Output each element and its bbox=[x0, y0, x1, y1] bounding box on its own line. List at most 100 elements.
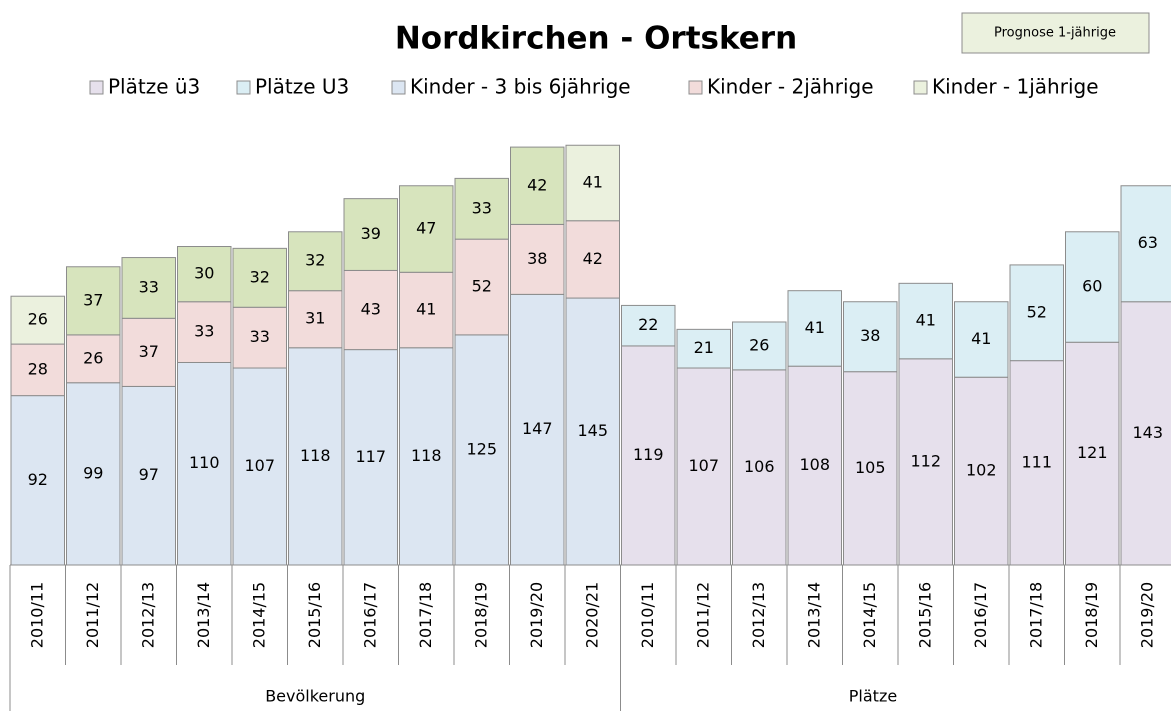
bar-segment bbox=[288, 231, 343, 292]
x-tick-label: 2019/20 bbox=[1137, 582, 1156, 648]
value-label: 118 bbox=[411, 446, 442, 465]
legend-label: Plätze ü3 bbox=[108, 75, 200, 99]
bar-segment bbox=[121, 257, 176, 319]
bar-segment bbox=[343, 269, 398, 351]
x-tick-label: 2013/14 bbox=[194, 582, 213, 648]
bar-segment bbox=[177, 246, 232, 303]
value-label: 147 bbox=[522, 419, 553, 438]
bar-segment bbox=[787, 290, 842, 367]
legend-swatch bbox=[236, 80, 251, 95]
value-label: 111 bbox=[1021, 452, 1052, 471]
value-label: 41 bbox=[416, 300, 436, 319]
value-label: 33 bbox=[472, 198, 492, 217]
bar-segment bbox=[121, 317, 176, 387]
x-tick-label: 2013/14 bbox=[804, 582, 823, 648]
bar-segment bbox=[399, 185, 454, 273]
bar-segment bbox=[66, 382, 121, 566]
value-label: 42 bbox=[583, 249, 603, 268]
bar-segment bbox=[454, 334, 509, 566]
x-tick-label: 2019/20 bbox=[527, 582, 546, 648]
x-tick-label: 2012/13 bbox=[749, 582, 768, 648]
value-label: 31 bbox=[305, 309, 325, 328]
value-label: 41 bbox=[971, 329, 991, 348]
x-tick-label: 2016/17 bbox=[971, 582, 990, 648]
value-label: 119 bbox=[633, 445, 664, 464]
bar-segment bbox=[510, 223, 565, 295]
bar-segment bbox=[954, 301, 1009, 378]
bar-segment bbox=[732, 321, 787, 371]
bar-segment bbox=[343, 198, 398, 271]
value-label: 52 bbox=[472, 277, 492, 296]
bar-segment bbox=[177, 361, 232, 566]
value-label: 145 bbox=[577, 421, 608, 440]
group-label: Plätze bbox=[849, 687, 897, 706]
value-label: 38 bbox=[527, 249, 547, 268]
value-label: 32 bbox=[305, 251, 325, 270]
bar-segment bbox=[565, 144, 620, 222]
x-tick-label: 2016/17 bbox=[360, 582, 379, 648]
value-label: 42 bbox=[527, 175, 547, 194]
bar-segment bbox=[1120, 185, 1171, 303]
value-label: 41 bbox=[805, 318, 825, 337]
annotation-box bbox=[961, 12, 1150, 54]
x-tick-label: 2012/13 bbox=[138, 582, 157, 648]
value-label: 108 bbox=[799, 455, 830, 474]
value-label: 43 bbox=[361, 300, 381, 319]
value-label: 125 bbox=[466, 439, 497, 458]
x-tick-label: 2018/19 bbox=[1082, 582, 1101, 648]
value-label: 41 bbox=[916, 311, 936, 330]
legend-swatch bbox=[688, 80, 703, 95]
value-label: 112 bbox=[910, 451, 941, 470]
legend-swatch bbox=[391, 80, 406, 95]
value-label: 118 bbox=[300, 446, 331, 465]
bar-segment bbox=[121, 385, 176, 566]
value-label: 107 bbox=[688, 456, 719, 475]
x-tick-label: 2020/21 bbox=[582, 582, 601, 648]
value-label: 41 bbox=[583, 172, 603, 191]
value-label: 26 bbox=[749, 335, 769, 354]
value-label: 33 bbox=[139, 277, 159, 296]
value-label: 105 bbox=[855, 458, 886, 477]
value-label: 30 bbox=[194, 264, 214, 283]
value-label: 110 bbox=[189, 453, 220, 472]
bar-segment bbox=[621, 304, 676, 347]
x-tick-label: 2017/18 bbox=[416, 582, 435, 648]
x-tick-label: 2014/15 bbox=[249, 582, 268, 648]
bar-segment bbox=[454, 177, 509, 240]
value-label: 63 bbox=[1138, 233, 1158, 252]
value-label: 21 bbox=[694, 338, 714, 357]
value-label: 117 bbox=[355, 447, 386, 466]
x-tick-label: 2015/16 bbox=[915, 582, 934, 648]
legend-label: Kinder - 1jährige bbox=[932, 75, 1099, 99]
value-label: 38 bbox=[860, 326, 880, 345]
x-tick-label: 2015/16 bbox=[305, 582, 324, 648]
value-label: 106 bbox=[744, 457, 775, 476]
bar-segment bbox=[399, 271, 454, 349]
bar-segment bbox=[232, 306, 287, 369]
bar-segment bbox=[177, 301, 232, 363]
value-label: 26 bbox=[83, 348, 103, 367]
bar-segment bbox=[898, 282, 953, 360]
bar-segment bbox=[898, 358, 953, 566]
x-tick-label: 2011/12 bbox=[693, 582, 712, 648]
bar-segment bbox=[510, 146, 565, 225]
bar-segment bbox=[1065, 231, 1120, 343]
annotation: Prognose 1-jährige bbox=[994, 26, 1116, 41]
x-tick-label: 2014/15 bbox=[860, 582, 879, 648]
value-label: 28 bbox=[28, 359, 48, 378]
bar-segment bbox=[343, 349, 398, 566]
bar-segment bbox=[454, 238, 509, 336]
bar-segment bbox=[621, 345, 676, 566]
value-label: 92 bbox=[28, 470, 48, 489]
bar-segment bbox=[66, 266, 121, 336]
value-label: 143 bbox=[1132, 423, 1163, 442]
x-tick-label: 2011/12 bbox=[83, 582, 102, 648]
bar-segment bbox=[10, 395, 65, 566]
x-tick-label: 2018/19 bbox=[471, 582, 490, 648]
value-label: 39 bbox=[361, 224, 381, 243]
value-label: 32 bbox=[250, 267, 270, 286]
bar-segment bbox=[510, 293, 565, 566]
bar-segment bbox=[676, 367, 731, 566]
chart-title: Nordkirchen - Ortskern bbox=[395, 21, 797, 57]
